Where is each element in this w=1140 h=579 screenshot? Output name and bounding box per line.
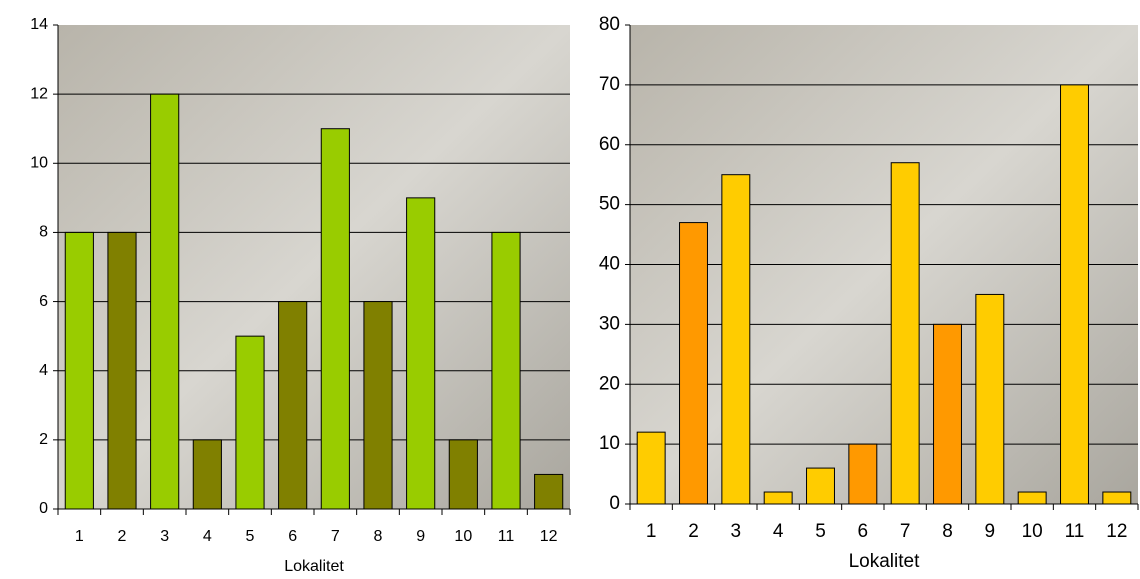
x-tick-label: 2 xyxy=(688,521,699,542)
bar xyxy=(1018,492,1046,504)
y-tick-label: 0 xyxy=(609,493,620,514)
bar xyxy=(891,163,919,504)
x-tick-label: 9 xyxy=(416,528,425,545)
bar xyxy=(151,94,179,509)
y-tick-label: 60 xyxy=(599,134,620,155)
x-axis-title: Lokalitet xyxy=(284,558,344,575)
y-tick-label: 40 xyxy=(599,254,620,275)
x-tick-label: 11 xyxy=(498,528,515,545)
x-tick-label: 12 xyxy=(540,528,558,545)
x-tick-label: 6 xyxy=(858,521,869,542)
y-tick-label: 10 xyxy=(30,155,48,172)
x-tick-label: 1 xyxy=(75,528,84,545)
y-tick-label: 8 xyxy=(39,224,48,241)
y-tick-label: 0 xyxy=(39,500,48,517)
bar xyxy=(934,324,962,504)
charts: 02468101214123456789101112Lokalitet01020… xyxy=(0,0,1140,579)
x-tick-label: 8 xyxy=(374,528,383,545)
bar xyxy=(764,492,792,504)
x-tick-label: 7 xyxy=(900,521,911,542)
bar xyxy=(680,223,708,504)
y-tick-label: 30 xyxy=(599,313,620,334)
bar xyxy=(407,198,435,509)
bar xyxy=(637,432,665,504)
x-tick-label: 12 xyxy=(1106,521,1127,542)
bar xyxy=(236,336,264,509)
bar xyxy=(364,302,392,509)
bar xyxy=(976,294,1004,504)
x-tick-label: 4 xyxy=(203,528,212,545)
x-axis-title: Lokalitet xyxy=(849,551,920,572)
x-tick-label: 2 xyxy=(118,528,127,545)
x-tick-label: 10 xyxy=(1022,521,1043,542)
y-tick-label: 6 xyxy=(39,293,48,310)
x-tick-label: 1 xyxy=(646,521,657,542)
bar xyxy=(279,302,307,509)
y-tick-label: 14 xyxy=(30,16,48,33)
x-tick-label: 3 xyxy=(160,528,169,545)
bar xyxy=(1061,85,1089,504)
y-tick-label: 80 xyxy=(599,14,620,35)
bar xyxy=(449,440,477,509)
bar xyxy=(65,232,93,509)
bar xyxy=(1103,492,1131,504)
bar xyxy=(849,444,877,504)
bar xyxy=(193,440,221,509)
x-tick-label: 8 xyxy=(942,521,953,542)
bar xyxy=(807,468,835,504)
bar xyxy=(492,232,520,509)
bar xyxy=(108,232,136,509)
y-tick-label: 4 xyxy=(39,362,48,379)
bar xyxy=(321,129,349,509)
x-tick-label: 9 xyxy=(985,521,996,542)
y-tick-label: 2 xyxy=(39,431,48,448)
x-tick-label: 10 xyxy=(454,528,472,545)
bar xyxy=(722,175,750,504)
x-tick-label: 4 xyxy=(773,521,784,542)
x-tick-label: 5 xyxy=(815,521,826,542)
y-tick-label: 10 xyxy=(599,433,620,454)
x-tick-label: 6 xyxy=(288,528,297,545)
bar xyxy=(535,474,563,509)
x-tick-label: 5 xyxy=(246,528,255,545)
y-tick-label: 12 xyxy=(30,85,48,102)
x-tick-label: 3 xyxy=(731,521,742,542)
x-tick-label: 7 xyxy=(331,528,340,545)
y-tick-label: 50 xyxy=(599,194,620,215)
y-tick-label: 20 xyxy=(599,373,620,394)
y-tick-label: 70 xyxy=(599,74,620,95)
x-tick-label: 11 xyxy=(1065,521,1085,542)
